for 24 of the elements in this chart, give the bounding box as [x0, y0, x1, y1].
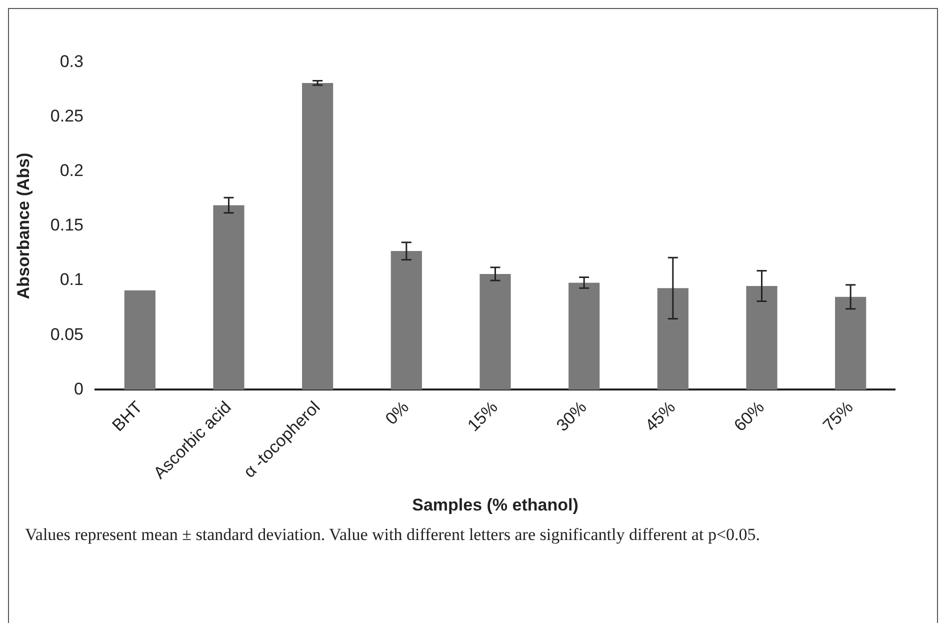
y-tick-label: 0.3	[60, 52, 84, 71]
y-tick-label: 0.15	[50, 216, 84, 235]
bar	[657, 288, 688, 390]
text: Values represent mean ± standard deviation. Value with different letters are significantly different at p<0.05.	[25, 524, 762, 546]
x-tick-label: 60%	[730, 398, 768, 436]
bar	[302, 82, 334, 390]
bar	[390, 251, 422, 390]
bar	[124, 290, 156, 390]
y-tick-label: 0	[74, 379, 84, 398]
x-tick-label: 75%	[819, 398, 857, 436]
bar	[746, 286, 778, 390]
x-tick-label: 30%	[552, 398, 590, 436]
x-axis-title: Samples (% ethanol)	[412, 495, 578, 514]
bar	[480, 274, 511, 390]
y-tick-label: 0.1	[60, 270, 84, 290]
y-tick-label: 0.25	[50, 106, 84, 126]
y-axis-title: Absorbance (Abs)	[14, 152, 33, 300]
y-tick-label: 0.05	[50, 324, 84, 344]
y-tick-label: 0.2	[60, 161, 84, 180]
x-tick-label: 45%	[642, 398, 680, 436]
bar	[213, 205, 244, 390]
bar	[568, 282, 600, 390]
x-tick-label: 0%	[382, 398, 413, 428]
bar	[835, 296, 866, 390]
